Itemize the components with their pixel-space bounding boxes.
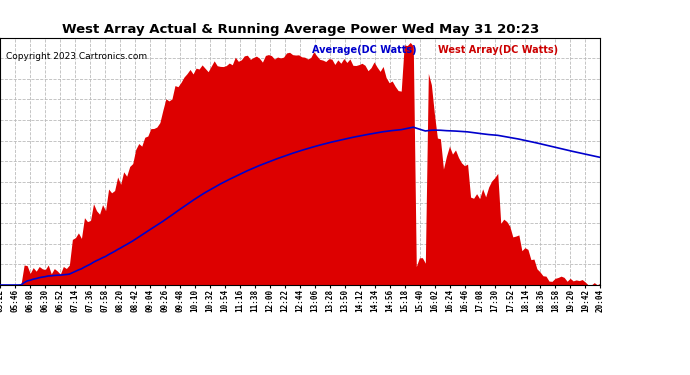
Text: Average(DC Watts): Average(DC Watts)	[312, 45, 417, 55]
Text: Copyright 2023 Cartronics.com: Copyright 2023 Cartronics.com	[6, 53, 147, 62]
Text: West Array(DC Watts): West Array(DC Watts)	[438, 45, 558, 55]
Title: West Array Actual & Running Average Power Wed May 31 20:23: West Array Actual & Running Average Powe…	[61, 23, 539, 36]
